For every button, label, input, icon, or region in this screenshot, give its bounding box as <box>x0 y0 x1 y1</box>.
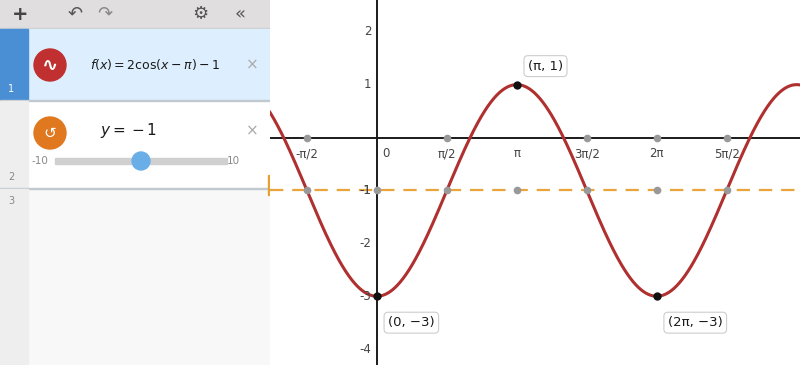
Text: ↺: ↺ <box>44 126 56 141</box>
Text: +: + <box>12 4 28 23</box>
Text: ∿: ∿ <box>42 55 58 74</box>
Bar <box>0 29 28 101</box>
Bar <box>0 28 270 29</box>
Bar <box>0 0 270 28</box>
Bar <box>0 29 270 101</box>
Circle shape <box>132 152 150 170</box>
Text: (π, 1): (π, 1) <box>528 59 563 73</box>
Text: ↷: ↷ <box>98 5 113 23</box>
Text: 1: 1 <box>364 78 371 91</box>
Bar <box>0 100 270 101</box>
Text: 0: 0 <box>382 147 390 160</box>
Text: 2: 2 <box>364 25 371 38</box>
Text: 2π: 2π <box>650 147 664 160</box>
Text: (2π, −3): (2π, −3) <box>668 316 722 329</box>
Text: ×: × <box>246 123 258 138</box>
Bar <box>55 158 227 164</box>
Text: (0, −3): (0, −3) <box>388 316 434 329</box>
Circle shape <box>34 117 66 149</box>
Text: -π/2: -π/2 <box>295 147 318 160</box>
Text: $f(x) = 2\cos(x-\pi)-1$: $f(x) = 2\cos(x-\pi)-1$ <box>90 58 220 73</box>
Text: π: π <box>514 147 520 160</box>
Text: -1: -1 <box>360 184 371 197</box>
Text: -4: -4 <box>360 343 371 356</box>
Text: ×: × <box>246 58 258 73</box>
Circle shape <box>34 49 66 81</box>
Bar <box>0 189 270 365</box>
Text: 5π/2: 5π/2 <box>714 147 740 160</box>
Text: -10: -10 <box>31 156 49 166</box>
Text: 3π/2: 3π/2 <box>574 147 600 160</box>
Text: «: « <box>234 5 246 23</box>
Text: π/2: π/2 <box>438 147 456 160</box>
Text: ↶: ↶ <box>67 5 82 23</box>
Bar <box>0 101 270 189</box>
Bar <box>0 101 28 189</box>
Bar <box>0 188 270 189</box>
Text: $y = -1$: $y = -1$ <box>100 122 157 141</box>
Text: ⚙: ⚙ <box>192 5 208 23</box>
Bar <box>0 189 28 365</box>
Text: -3: -3 <box>360 290 371 303</box>
Text: 2: 2 <box>8 172 14 182</box>
Bar <box>268 175 270 195</box>
Text: 10: 10 <box>226 156 239 166</box>
Text: -2: -2 <box>360 237 371 250</box>
Text: 3: 3 <box>8 196 14 206</box>
Text: -1: -1 <box>360 184 371 197</box>
Text: 1: 1 <box>8 84 14 94</box>
